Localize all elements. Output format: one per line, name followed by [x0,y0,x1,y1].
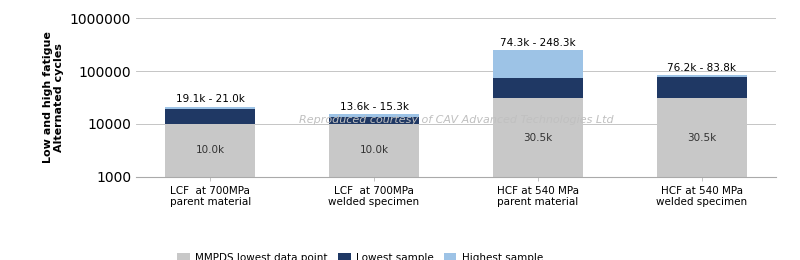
Text: 10.0k: 10.0k [359,145,389,155]
Bar [493,78,583,98]
Bar [493,98,583,177]
Text: 30.5k: 30.5k [687,133,717,142]
Text: 13.6k - 15.3k: 13.6k - 15.3k [339,102,409,112]
Bar [165,124,255,177]
Bar [329,117,419,124]
Bar [165,107,255,109]
Text: 30.5k: 30.5k [523,133,553,142]
Bar [657,75,747,77]
Y-axis label: Low and high fatigue
Alternated cycles: Low and high fatigue Alternated cycles [42,31,64,164]
Bar [493,50,583,78]
Bar [657,98,747,177]
Bar [329,114,419,117]
Text: 74.3k - 248.3k: 74.3k - 248.3k [500,38,576,48]
Text: 19.1k - 21.0k: 19.1k - 21.0k [176,94,245,104]
Text: 10.0k: 10.0k [195,145,225,155]
Bar [657,77,747,98]
Text: Reproduced courtesy of CAV Advanced Technologies Ltd: Reproduced courtesy of CAV Advanced Tech… [298,115,614,125]
Bar [329,124,419,177]
Bar [165,109,255,124]
Text: 76.2k - 83.8k: 76.2k - 83.8k [667,62,736,73]
Legend: MMPDS lowest data point, Lowest sample, Highest sample: MMPDS lowest data point, Lowest sample, … [174,248,547,260]
